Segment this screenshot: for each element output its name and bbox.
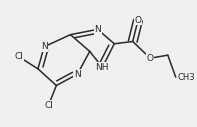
Text: N: N — [94, 25, 101, 34]
Text: Cl: Cl — [14, 52, 23, 61]
Text: N: N — [74, 70, 81, 79]
Text: O: O — [147, 54, 154, 63]
Text: O: O — [135, 16, 141, 25]
Text: CH3: CH3 — [177, 73, 195, 82]
Text: Cl: Cl — [44, 101, 53, 110]
Text: NH: NH — [96, 63, 109, 72]
Text: N: N — [41, 42, 47, 51]
